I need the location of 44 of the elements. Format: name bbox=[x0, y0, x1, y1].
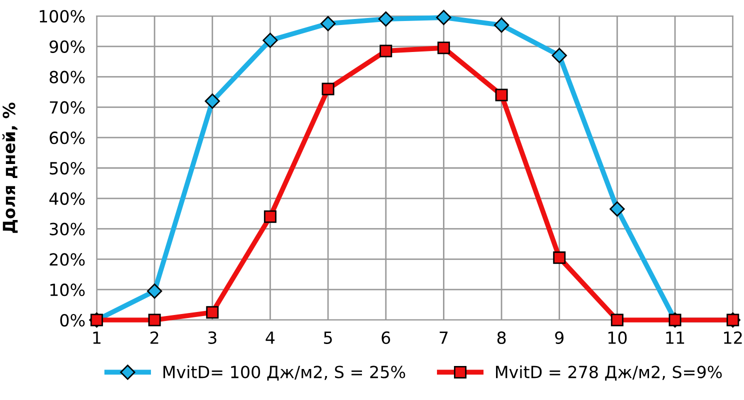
point bbox=[206, 306, 219, 319]
y-tick-label: 50% bbox=[50, 162, 85, 175]
point bbox=[320, 16, 336, 32]
point bbox=[146, 284, 162, 299]
y-tick-label: 60% bbox=[50, 132, 85, 144]
y-tick-label: 20% bbox=[50, 253, 85, 266]
point bbox=[610, 201, 625, 217]
x-tick-label: 1 bbox=[93, 332, 100, 344]
y-tick-label: 80% bbox=[50, 70, 85, 84]
point bbox=[204, 94, 220, 109]
y-axis-title: Доля дней, % bbox=[2, 102, 18, 233]
point bbox=[264, 210, 276, 223]
point bbox=[495, 88, 508, 102]
point bbox=[437, 42, 450, 54]
x-tick-label: 10 bbox=[608, 331, 627, 344]
point bbox=[494, 18, 510, 33]
point bbox=[380, 44, 392, 58]
y-tick-label: 40% bbox=[49, 192, 85, 205]
y-tick-label: 70% bbox=[50, 101, 85, 114]
x-tick-label: 6 bbox=[382, 331, 390, 344]
legend-label: MvitD= 100 Дж/м2, S = 25% bbox=[163, 365, 406, 381]
x-tick-label: 11 bbox=[666, 332, 684, 344]
y-tick-label: 10% bbox=[50, 284, 85, 296]
x-tick-label: 7 bbox=[440, 332, 448, 344]
x-tick-label: 9 bbox=[555, 331, 564, 344]
x-tick-label: 12 bbox=[724, 331, 742, 344]
point bbox=[552, 48, 567, 64]
point bbox=[436, 10, 452, 26]
x-tick-label: 4 bbox=[266, 332, 275, 344]
x-tick-label: 8 bbox=[497, 331, 506, 344]
point bbox=[610, 314, 624, 326]
y-tick-label: 0% bbox=[60, 314, 85, 327]
legend-label: MvitD = 278 Дж/м2, S=9% bbox=[496, 365, 722, 381]
y-tick-label: 100% bbox=[40, 10, 85, 23]
point bbox=[148, 314, 161, 326]
point bbox=[262, 32, 278, 48]
point bbox=[322, 82, 334, 96]
point bbox=[378, 11, 394, 27]
x-tick-label: 5 bbox=[324, 332, 332, 344]
y-tick-label: 30% bbox=[50, 222, 85, 236]
y-tick-label: 90% bbox=[50, 40, 85, 53]
x-tick-label: 3 bbox=[208, 331, 216, 344]
point bbox=[553, 251, 566, 264]
x-tick-label: 2 bbox=[150, 331, 158, 344]
